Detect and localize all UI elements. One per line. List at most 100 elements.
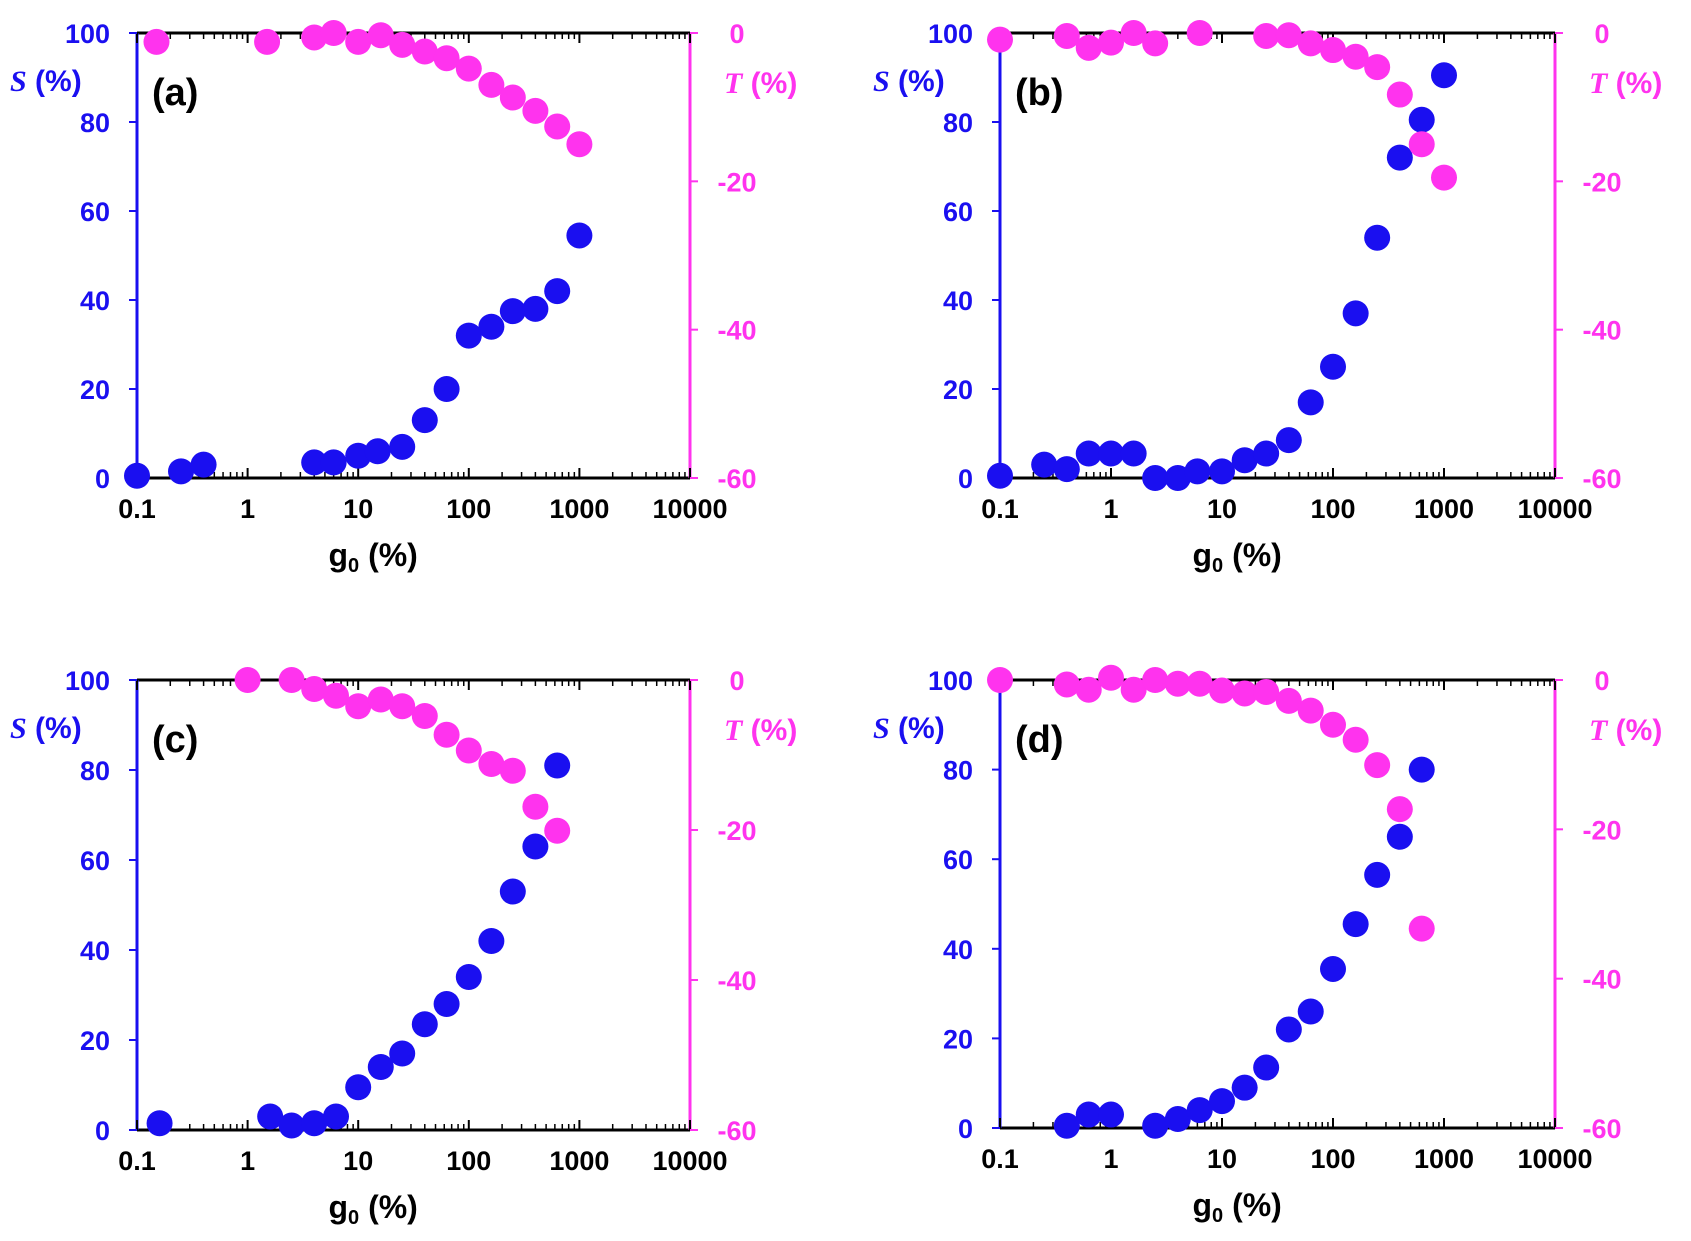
s-tick-label: 60 bbox=[943, 845, 973, 875]
s-tick-label: 100 bbox=[65, 666, 110, 696]
x-tick-label: 10000 bbox=[1517, 494, 1592, 524]
x-tick-label: 10 bbox=[1207, 1144, 1237, 1174]
t-data-point bbox=[1364, 54, 1391, 81]
s-data-point bbox=[190, 451, 217, 478]
t-data-point bbox=[143, 28, 170, 55]
x-tick-label: 100 bbox=[446, 1146, 491, 1176]
s-tick-label: 80 bbox=[943, 108, 973, 138]
t-data-point bbox=[1275, 22, 1302, 49]
x-axis-subscript: 0 bbox=[348, 1207, 359, 1229]
s-data-point bbox=[301, 1110, 328, 1137]
t-data-point bbox=[345, 28, 372, 55]
t-data-point bbox=[254, 28, 281, 55]
s-data-point bbox=[1184, 458, 1211, 485]
t-data-point bbox=[1186, 670, 1213, 697]
s-data-point bbox=[411, 407, 438, 434]
chart-panel-b: 0.1 1 10 100 1000 10000 0 20 40 60 80 100 -60 -40 -20 0… bbox=[873, 19, 1662, 577]
s-axis-symbol: S bbox=[873, 65, 890, 98]
s-data-point bbox=[323, 1103, 350, 1130]
t-data-point bbox=[1142, 30, 1169, 57]
s-data-point bbox=[320, 449, 347, 476]
s-axis-label: S (%) bbox=[873, 65, 945, 98]
s-data-point bbox=[278, 1112, 305, 1139]
s-data-point bbox=[433, 991, 460, 1017]
s-data-point bbox=[544, 752, 571, 779]
s-tick-label: 80 bbox=[80, 756, 110, 786]
s-tick-label: 0 bbox=[958, 464, 973, 494]
s-axis-label: S (%) bbox=[10, 712, 82, 745]
s-tick-label: 40 bbox=[943, 935, 973, 965]
t-data-point bbox=[1164, 670, 1191, 697]
t-data-point bbox=[411, 38, 438, 65]
t-data-point bbox=[522, 97, 549, 124]
s-data-point bbox=[146, 1110, 173, 1137]
t-data-point bbox=[1364, 752, 1391, 779]
t-tick-label: -40 bbox=[717, 316, 756, 346]
t-tick-label: 0 bbox=[1594, 666, 1609, 696]
t-data-point bbox=[1342, 726, 1369, 753]
x-tick-label: 0.1 bbox=[118, 494, 156, 524]
s-data-point bbox=[455, 964, 482, 990]
t-data-point bbox=[234, 667, 261, 693]
t-data-point bbox=[367, 686, 394, 713]
t-data-point bbox=[1253, 678, 1280, 705]
panel-label: (a) bbox=[152, 72, 198, 114]
t-data-point bbox=[278, 667, 305, 693]
s-axis-unit: (%) bbox=[890, 65, 945, 98]
x-axis-unit: (%) bbox=[1223, 537, 1282, 573]
t-data-point bbox=[1209, 677, 1235, 704]
s-data-point bbox=[411, 1011, 438, 1038]
s-data-point bbox=[1297, 998, 1324, 1025]
s-data-point bbox=[1142, 1112, 1169, 1139]
t-data-point bbox=[499, 757, 526, 784]
t-tick-label: -40 bbox=[717, 966, 756, 996]
s-data-point bbox=[455, 322, 482, 349]
s-data-point bbox=[301, 449, 328, 476]
t-data-point bbox=[1142, 667, 1169, 693]
s-data-point bbox=[1408, 756, 1435, 783]
t-data-point bbox=[433, 45, 460, 72]
s-tick-label: 100 bbox=[65, 19, 110, 49]
t-data-point bbox=[411, 703, 438, 729]
s-data-point bbox=[1275, 427, 1302, 454]
s-tick-label: 100 bbox=[928, 19, 973, 49]
x-tick-label: 10000 bbox=[652, 494, 727, 524]
s-tick-label: 0 bbox=[95, 1116, 110, 1146]
x-axis-label: g0 (%) bbox=[1193, 1187, 1282, 1227]
t-data-point bbox=[301, 676, 328, 702]
t-tick-label: -60 bbox=[1582, 464, 1621, 494]
t-data-point bbox=[1431, 164, 1457, 191]
t-data-point bbox=[1098, 664, 1124, 691]
t-data-point bbox=[455, 737, 482, 764]
t-axis-unit: (%) bbox=[1607, 714, 1662, 747]
s-data-point bbox=[1431, 62, 1457, 89]
s-axis-unit: (%) bbox=[890, 712, 945, 745]
x-tick-label: 1000 bbox=[1414, 494, 1474, 524]
s-data-point bbox=[1275, 1016, 1302, 1043]
s-tick-label: 40 bbox=[80, 286, 110, 316]
x-tick-label: 10000 bbox=[652, 1146, 727, 1176]
s-data-point bbox=[1253, 440, 1280, 467]
s-data-point bbox=[1364, 861, 1391, 888]
t-data-point bbox=[1120, 20, 1147, 46]
t-data-point bbox=[389, 693, 416, 720]
x-axis-symbol: g bbox=[1193, 537, 1213, 573]
s-data-point bbox=[124, 462, 150, 489]
s-data-point bbox=[1209, 458, 1235, 485]
panel-label: (c) bbox=[152, 719, 198, 761]
s-data-point bbox=[1386, 144, 1413, 171]
s-data-point bbox=[1297, 389, 1324, 416]
s-tick-label: 20 bbox=[80, 1026, 110, 1056]
s-data-point bbox=[478, 313, 505, 340]
s-tick-label: 80 bbox=[80, 108, 110, 138]
t-data-point bbox=[1297, 30, 1324, 57]
t-axis-symbol: T bbox=[1589, 714, 1609, 747]
x-axis-subscript: 0 bbox=[1212, 1205, 1223, 1227]
s-data-point bbox=[1164, 465, 1191, 491]
s-axis-label: S (%) bbox=[873, 712, 945, 745]
s-data-point bbox=[389, 433, 416, 460]
t-axis-label: T (%) bbox=[1589, 714, 1662, 747]
t-data-point bbox=[1342, 43, 1369, 70]
t-tick-label: -20 bbox=[717, 816, 756, 846]
